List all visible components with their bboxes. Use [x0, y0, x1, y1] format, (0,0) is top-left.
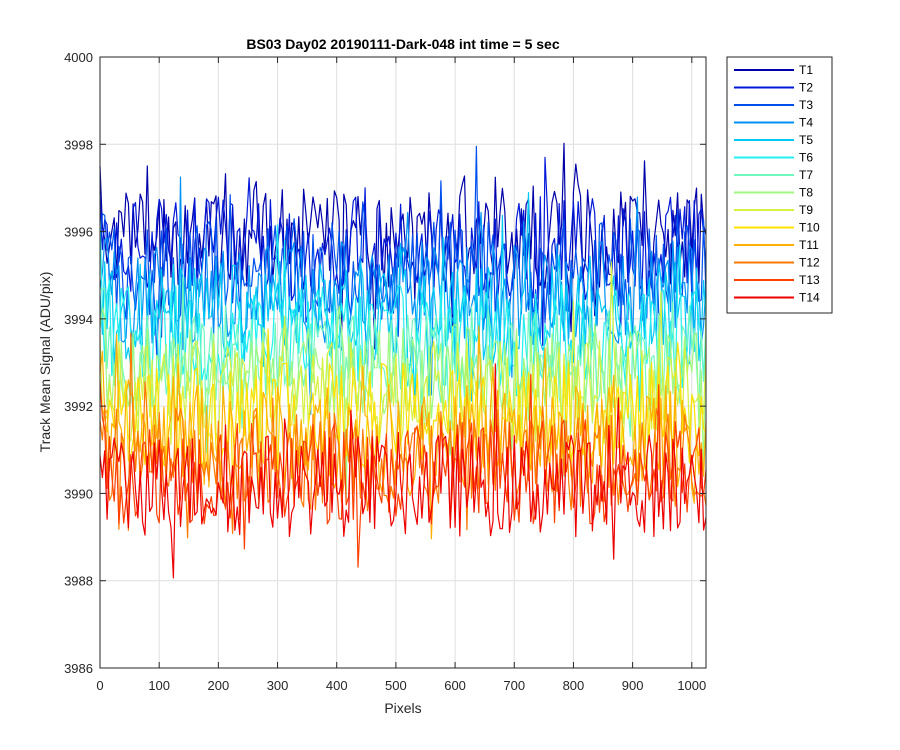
x-ticks: 0 100 200 300 400 500 600 700 800 900 1000 [96, 57, 706, 693]
legend-label-t14: T14 [799, 291, 820, 305]
legend-label-t11: T11 [799, 238, 819, 252]
x-tick-label: 400 [326, 678, 348, 693]
plot-frame [99, 56, 707, 669]
y-tick-label: 3994 [64, 312, 93, 327]
y-tick-label: 3986 [64, 661, 93, 676]
y-tick-label: 4000 [64, 50, 93, 65]
legend-label-t3: T3 [799, 98, 813, 112]
series-group [99, 142, 707, 579]
legend-box [726, 56, 833, 314]
y-axis-label: Track Mean Signal (ADU/pix) [37, 272, 53, 453]
legend-label-t7: T7 [799, 168, 813, 182]
series-line-t14 [99, 363, 707, 579]
y-tick-label: 3998 [64, 137, 93, 152]
x-tick-label: 700 [503, 678, 525, 693]
y-tick-label: 3988 [64, 574, 93, 589]
legend-label-t13: T13 [799, 273, 820, 287]
y-tick-label: 3996 [64, 225, 93, 240]
x-axis-label: Pixels [384, 700, 421, 716]
series-line-t10 [99, 328, 707, 486]
legend-label-t6: T6 [799, 151, 813, 165]
y-ticks: 3986 3988 3990 3992 3994 3996 3998 4000 [64, 50, 706, 676]
series-line-t4 [99, 176, 707, 415]
x-tick-label: 0 [96, 678, 103, 693]
x-tick-label: 100 [148, 678, 170, 693]
series-line-t6 [99, 221, 707, 412]
x-tick-label: 500 [385, 678, 407, 693]
x-tick-label: 1000 [677, 678, 706, 693]
chart-title: BS03 Day02 20190111-Dark-048 int time = … [246, 36, 559, 52]
series-line-t1 [99, 142, 707, 351]
legend-label-t10: T10 [799, 221, 820, 235]
legend-label-t8: T8 [799, 186, 813, 200]
x-tick-label: 200 [208, 678, 230, 693]
y-tick-label: 3992 [64, 399, 93, 414]
series-line-t13 [99, 373, 707, 568]
legend-label-t1: T1 [799, 63, 813, 77]
x-tick-label: 800 [563, 678, 585, 693]
legend: T1 T2 T3 T4 T5 T6 T7 T8 T9 T10 T11 T12 T13 T14 [726, 56, 833, 314]
y-tick-label: 3990 [64, 486, 93, 501]
legend-label-t12: T12 [799, 256, 820, 270]
x-tick-label: 300 [267, 678, 289, 693]
legend-label-t5: T5 [799, 133, 813, 147]
x-tick-label: 900 [622, 678, 644, 693]
legend-label-t9: T9 [799, 203, 813, 217]
legend-label-t2: T2 [799, 81, 813, 95]
series-line-t5 [99, 192, 707, 416]
legend-label-t4: T4 [799, 116, 813, 130]
x-tick-label: 600 [444, 678, 466, 693]
